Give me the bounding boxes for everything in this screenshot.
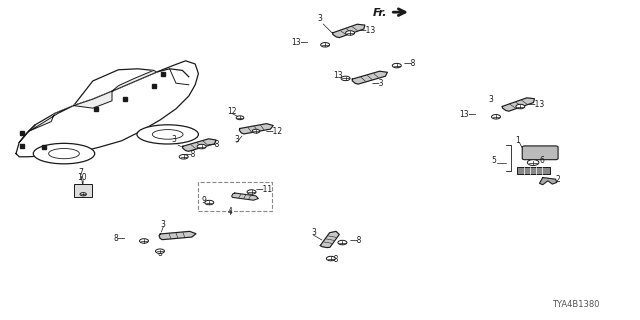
Bar [517, 167, 550, 174]
Text: 3: 3 [161, 220, 166, 229]
Polygon shape [159, 231, 196, 240]
Text: 13—: 13— [291, 38, 308, 47]
Circle shape [516, 104, 525, 109]
Polygon shape [502, 98, 534, 111]
Circle shape [392, 63, 401, 68]
Text: 10: 10 [77, 173, 86, 182]
Circle shape [326, 256, 335, 261]
Circle shape [321, 43, 330, 47]
Text: 9: 9 [202, 196, 207, 204]
Polygon shape [16, 61, 198, 157]
Text: 5: 5 [492, 156, 497, 164]
Polygon shape [232, 193, 259, 200]
Polygon shape [333, 24, 365, 37]
Text: —13: —13 [358, 26, 376, 35]
Polygon shape [29, 106, 74, 131]
Polygon shape [540, 178, 557, 185]
FancyBboxPatch shape [522, 146, 558, 160]
Text: 3: 3 [311, 228, 316, 237]
Circle shape [252, 129, 260, 133]
Text: 3: 3 [488, 95, 493, 104]
Circle shape [156, 249, 164, 253]
Ellipse shape [49, 148, 79, 159]
Circle shape [341, 76, 350, 81]
Text: 7: 7 [78, 168, 83, 177]
Text: 1: 1 [515, 136, 520, 145]
Text: —8: —8 [350, 236, 362, 244]
Text: —11: —11 [256, 185, 273, 194]
Circle shape [346, 31, 355, 35]
Circle shape [247, 190, 256, 194]
Text: —3: —3 [371, 79, 384, 88]
Text: 8: 8 [157, 249, 163, 258]
Text: 8—: 8— [114, 234, 126, 243]
Text: 3: 3 [234, 135, 239, 144]
Text: 3: 3 [317, 14, 323, 23]
Polygon shape [320, 231, 339, 248]
Circle shape [527, 160, 539, 165]
Text: TYA4B1380: TYA4B1380 [552, 300, 599, 308]
Text: —8: —8 [184, 150, 196, 159]
Circle shape [236, 116, 244, 120]
Text: —13: —13 [528, 100, 545, 108]
Circle shape [205, 200, 214, 205]
Text: 2: 2 [556, 175, 560, 184]
Text: 3: 3 [172, 135, 177, 144]
Text: —12: —12 [266, 127, 283, 136]
Text: —8: —8 [326, 255, 339, 264]
Ellipse shape [137, 125, 198, 144]
Text: 13: 13 [333, 71, 342, 80]
Circle shape [140, 239, 148, 243]
Bar [74, 184, 92, 197]
Polygon shape [239, 124, 273, 134]
Ellipse shape [152, 130, 183, 139]
Ellipse shape [33, 143, 95, 164]
Text: Fr.: Fr. [372, 8, 387, 18]
Polygon shape [74, 91, 112, 108]
Circle shape [492, 115, 500, 119]
Circle shape [197, 144, 206, 149]
Text: 13—: 13— [459, 110, 476, 119]
Polygon shape [182, 139, 216, 151]
Text: —8: —8 [208, 140, 220, 148]
Circle shape [338, 240, 347, 245]
FancyBboxPatch shape [198, 182, 272, 211]
Polygon shape [352, 71, 387, 84]
Text: 6: 6 [540, 156, 545, 164]
Circle shape [179, 155, 188, 159]
Text: —8: —8 [403, 59, 415, 68]
Circle shape [80, 193, 86, 196]
Text: 12: 12 [228, 107, 237, 116]
Text: 4: 4 [228, 207, 233, 216]
Polygon shape [112, 70, 157, 91]
